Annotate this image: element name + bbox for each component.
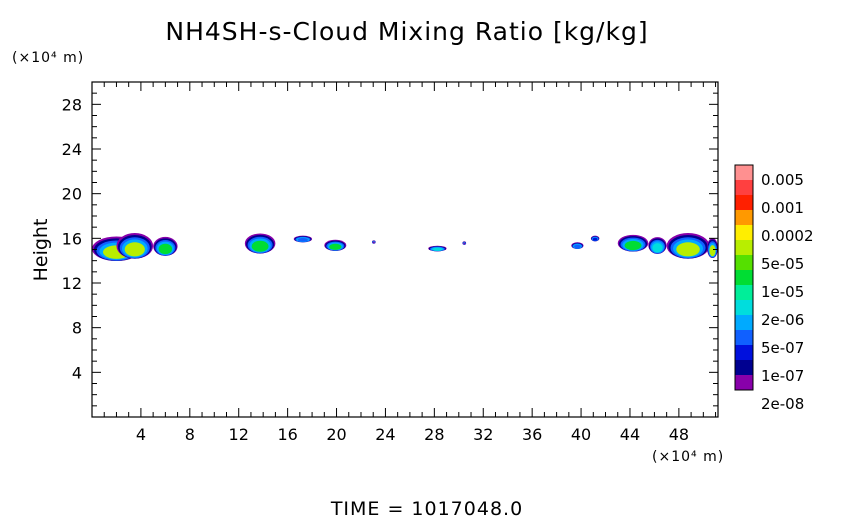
colorbar-swatch [735, 165, 753, 180]
x-tick-label: 36 [522, 425, 542, 444]
colorbar-swatch [735, 300, 753, 315]
y-tick-label: 4 [72, 363, 82, 382]
colorbar-swatch [735, 360, 753, 375]
colorbar-swatch [735, 315, 753, 330]
colorbar-label: 5e-07 [761, 339, 804, 357]
cloud-cell [463, 242, 466, 245]
chart-title: NH4SH-s-Cloud Mixing Ratio [kg/kg] [165, 17, 648, 46]
colorbar-label: 0.005 [761, 171, 804, 189]
y-axis: 4 8 12 16 20 24 28 [62, 92, 718, 407]
colorbar-label: 0.0002 [761, 227, 814, 245]
colorbar: 0.005 0.001 0.0002 5e-05 1e-05 2e-06 5e-07 1e-0… [734, 164, 814, 413]
cloud-cell [158, 243, 173, 255]
x-tick-label: 8 [185, 425, 195, 444]
y-tick-label: 8 [72, 319, 82, 338]
colorbar-swatch [735, 375, 753, 390]
colorbar-label: 0.001 [761, 199, 804, 217]
time-readout: TIME = 1017048.0 [330, 498, 523, 519]
x-tick-label: 20 [326, 425, 346, 444]
colorbar-label: 2e-06 [761, 311, 804, 329]
colorbar-swatch [735, 330, 753, 345]
x-tick-label: 48 [669, 425, 689, 444]
y-tick-label: 20 [62, 185, 82, 204]
colorbar-label: 1e-07 [761, 367, 804, 385]
x-unit-label: (×10⁴ m) [652, 449, 724, 465]
x-tick-label: 32 [473, 425, 493, 444]
colorbar-swatch [735, 210, 753, 225]
x-tick-label: 4 [136, 425, 146, 444]
colorbar-frame [734, 164, 754, 391]
x-tick-label: 12 [229, 425, 249, 444]
x-tick-label: 28 [424, 425, 444, 444]
cloud-cell [624, 240, 642, 251]
x-axis: 4 8 12 16 20 24 28 32 36 40 44 48 [103, 82, 717, 444]
cloud-field [92, 233, 718, 262]
x-tick-label: 40 [571, 425, 591, 444]
y-tick-label: 28 [62, 95, 82, 114]
y-tick-label: 24 [62, 140, 82, 159]
colorbar-swatch [735, 240, 753, 255]
colorbar-label: 5e-05 [761, 255, 804, 273]
colorbar-swatch [735, 285, 753, 300]
cloud-cell [372, 241, 375, 244]
colorbar-swatch [735, 225, 753, 240]
cloud-cell [574, 244, 581, 249]
x-tick-label: 24 [375, 425, 395, 444]
colorbar-swatch [735, 180, 753, 195]
y-tick-label: 16 [62, 229, 82, 248]
cloud-cell [124, 242, 145, 257]
y-unit-label: (×10⁴ m) [12, 50, 84, 66]
colorbar-swatch [735, 195, 753, 210]
colorbar-swatch [735, 345, 753, 360]
cloud-cell [297, 238, 308, 242]
y-tick-label: 12 [62, 274, 82, 293]
colorbar-label: 1e-05 [761, 283, 804, 301]
x-tick-label: 16 [277, 425, 297, 444]
y-axis-label: Height [30, 219, 52, 282]
cloud-cell [251, 240, 269, 252]
colorbar-swatch [735, 270, 753, 285]
colorbar-label: 2e-08 [761, 395, 804, 413]
x-tick-label: 44 [620, 425, 640, 444]
cloud-cell [432, 247, 443, 251]
cloud-cell [652, 243, 663, 253]
cloud-cell [329, 243, 342, 250]
cloud-cell [592, 237, 598, 241]
colorbar-swatch [735, 255, 753, 270]
cloud-cell [676, 242, 700, 257]
cloud-cell [709, 245, 716, 257]
